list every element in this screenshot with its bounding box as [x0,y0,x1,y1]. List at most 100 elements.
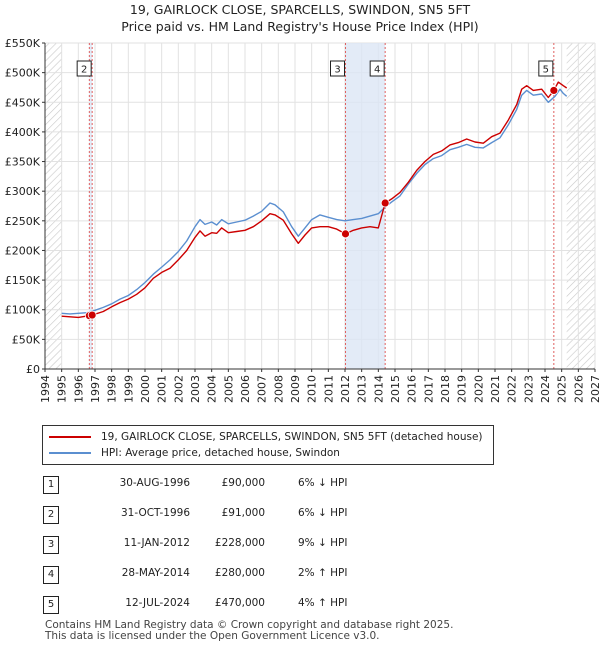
transaction-price: £90,000 [221,477,265,489]
sale-label-number: 2 [81,65,87,76]
sale-point [380,198,390,208]
y-tick-label: £50K [12,333,41,346]
sale-label-number: 3 [334,65,340,76]
x-tick-label: 2020 [472,375,485,403]
x-tick-label: 2017 [422,375,435,403]
footer-line-licence: This data is licensed under the Open Gov… [45,630,380,642]
y-tick-label: £200K [5,244,41,257]
x-tick-label: 2026 [572,375,585,403]
chart-title: 19, GAIRLOCK CLOSE, SPARCELLS, SWINDON, … [129,2,471,17]
transaction-price: £91,000 [221,507,265,519]
transaction-price: £470,000 [214,597,265,609]
transaction-hpi: 9% ↓ HPI [298,537,348,549]
transaction-badge: 3 [43,536,59,554]
x-tick-label: 2001 [156,375,169,403]
x-tick-label: 2002 [172,375,185,403]
sale-label-border [330,60,345,77]
legend-label-hpi: HPI: Average price, detached house, Swin… [101,447,340,459]
price-chart: 2 3 4 5 £0 £50K £100K £150K £200K £250K £300K £350… [5,37,600,403]
transaction-date: 12-JUL-2024 [125,597,190,609]
x-tick-label: 2024 [539,375,552,403]
table-row: 5 12-JUL-2024 £470,000 4% ↑ HPI [40,596,600,616]
y-tick-label: £250K [5,215,41,228]
x-tick-label: 2014 [372,375,385,403]
legend-label-property: 19, GAIRLOCK CLOSE, SPARCELLS, SWINDON, … [101,431,483,443]
y-tick-label: £300K [5,185,41,198]
transaction-hpi: 6% ↓ HPI [298,477,348,489]
x-tick-label: 1999 [122,375,135,403]
x-tick-label: 2019 [456,375,469,403]
transaction-price: £228,000 [214,537,265,549]
x-tick-label: 2006 [239,375,252,403]
chart-subtitle: Price paid vs. HM Land Registry's House … [121,19,479,34]
y-tick-label: £500K [5,67,41,80]
x-tick-label: 2021 [489,375,502,403]
x-tick-label: 2023 [522,375,535,403]
x-tick-label: 1998 [106,375,119,403]
transaction-date: 28-MAY-2014 [121,567,190,579]
hatch-before-data [45,43,62,369]
sale-label-number: 5 [543,65,549,76]
transaction-date: 31-OCT-1996 [121,507,190,519]
x-tick-label: 2013 [356,375,369,403]
x-tick-label: 2011 [322,375,335,403]
y-tick-label: £450K [5,96,41,109]
x-tick-label: 2009 [289,375,302,403]
x-tick-label: 2016 [406,375,419,403]
sale-label-border [369,60,385,77]
plot-area [45,43,595,369]
transaction-hpi: 2% ↑ HPI [298,567,348,579]
chart-legend: 19, GAIRLOCK CLOSE, SPARCELLS, SWINDON, … [42,425,494,465]
transaction-badge: 5 [43,596,59,614]
x-tick-label: 2005 [222,375,235,403]
x-tick-label: 2000 [139,375,152,403]
transaction-hpi: 6% ↓ HPI [298,507,348,519]
y-tick-label: £550K [5,37,41,50]
transaction-date: 30-AUG-1996 [119,477,190,489]
y-tick-label: £400K [5,126,41,139]
table-row: 1 30-AUG-1996 £90,000 6% ↓ HPI [40,476,600,496]
transaction-hpi: 4% ↑ HPI [298,597,348,609]
x-tick-label: 1994 [39,375,52,403]
y-tick-label: £100K [5,304,41,317]
legend-swatch-hpi [49,452,91,454]
y-tick-label: £0 [26,363,40,376]
sale-label-border [76,60,92,77]
sale-label-box: 3 [330,60,345,77]
sale-label-box: 4 [369,60,385,77]
transaction-badge: 1 [43,476,59,494]
sale-highlight-band [89,43,93,369]
transaction-badge: 4 [43,566,59,584]
x-tick-label: 2007 [256,375,269,403]
sale-point [87,310,97,320]
y-tick-label: £350K [5,156,41,169]
footer-line-copyright: Contains HM Land Registry data © Crown c… [45,619,454,631]
x-tick-label: 1997 [89,375,102,403]
property-price-line [61,81,568,319]
transaction-badge: 2 [43,506,59,524]
sale-label-border [538,60,554,77]
x-tick-label: 2004 [206,375,219,403]
sale-label-number: 4 [374,65,380,76]
table-row: 3 11-JAN-2012 £228,000 9% ↓ HPI [40,536,600,556]
hatch-future [566,43,595,369]
x-tick-label: 2018 [439,375,452,403]
transaction-price: £280,000 [214,567,265,579]
x-tick-label: 1995 [56,375,69,403]
x-tick-label: 2015 [389,375,402,403]
x-tick-label: 2008 [272,375,285,403]
transaction-date: 11-JAN-2012 [123,537,190,549]
legend-item-hpi: HPI: Average price, detached house, Swin… [49,445,340,461]
x-tick-label: 2010 [306,375,319,403]
sale-point [341,229,350,239]
sale-highlight-band [345,43,386,369]
x-tick-label: 2022 [506,375,519,403]
x-tick-label: 2012 [339,375,352,403]
x-tick-label: 1996 [72,375,85,403]
y-tick-label: £150K [5,274,41,287]
x-tick-label: 2025 [556,375,569,403]
footer-attribution: Contains HM Land Registry data © Crown c… [45,620,453,642]
table-row: 4 28-MAY-2014 £280,000 2% ↑ HPI [40,566,600,586]
legend-item-property: 19, GAIRLOCK CLOSE, SPARCELLS, SWINDON, … [49,429,483,445]
x-tick-label: 2027 [589,375,600,403]
